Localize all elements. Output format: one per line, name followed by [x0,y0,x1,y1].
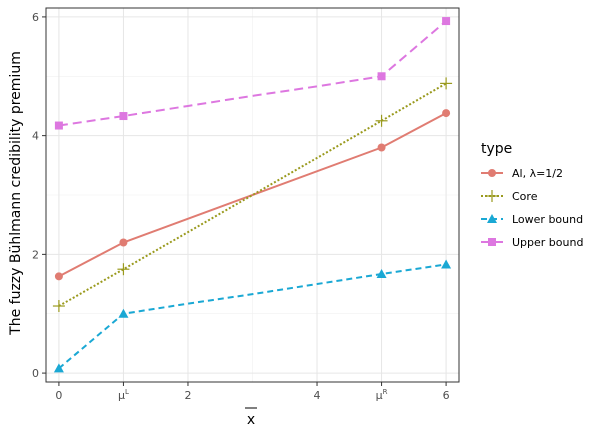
x-tick-label: 4 [314,389,321,402]
grid-major [46,8,459,382]
data-point [442,109,451,118]
series-line [58,82,447,307]
data-point [376,268,387,278]
data-point [377,72,386,81]
data-point [440,77,453,90]
x-axis-title: x [247,412,255,428]
legend-item: Core [481,190,538,203]
series-lower-bound [53,259,452,373]
plot-panel [45,7,460,383]
y-tick-label: 6 [32,11,39,24]
y-axis: 0 2 4 6 [32,11,46,380]
data-point [119,238,128,247]
legend-label: Upper bound [512,236,583,249]
x-tick-label: 2 [184,389,191,402]
data-point [377,143,386,152]
data-point [52,300,65,313]
legend-label: Core [512,190,538,203]
legend-title: type [481,141,512,157]
series-upper-bound [54,17,451,130]
legend-key-marker [488,169,496,177]
data-point [53,363,64,373]
legend-item: Upper bound [481,236,583,249]
y-axis-title: The fuzzy Bühlmann credibility premium [8,51,24,336]
series-core [52,77,453,313]
x-tick-label: 0 [55,389,62,402]
x-axis: 0 μL 2 4 μR 6 [55,382,450,402]
data-point [54,121,63,130]
legend-item: Al, λ=1/2 [481,167,563,180]
data-point [375,114,388,127]
legend: type Al, λ=1/2 Core Lower bound Upper bound [481,141,583,249]
legend-label: Lower bound [512,213,583,226]
data-point [54,272,63,281]
x-tick-label: 6 [443,389,450,402]
series-layer [52,17,453,373]
x-tick-label: μL [118,388,129,402]
legend-key-marker [486,190,498,202]
data-point [442,17,451,26]
legend-key-marker [487,214,497,223]
legend-label: Al, λ=1/2 [512,167,563,180]
data-point [119,112,128,121]
data-point [117,263,130,276]
y-tick-label: 4 [32,130,39,143]
data-point [441,259,452,269]
y-tick-label: 2 [32,248,39,261]
data-point [118,308,129,318]
series-al-1-2 [54,109,451,281]
legend-key-marker [488,238,496,246]
series-line [58,112,447,278]
legend-item: Lower bound [481,213,583,226]
y-tick-label: 0 [32,367,39,380]
x-tick-label: μR [376,388,388,402]
